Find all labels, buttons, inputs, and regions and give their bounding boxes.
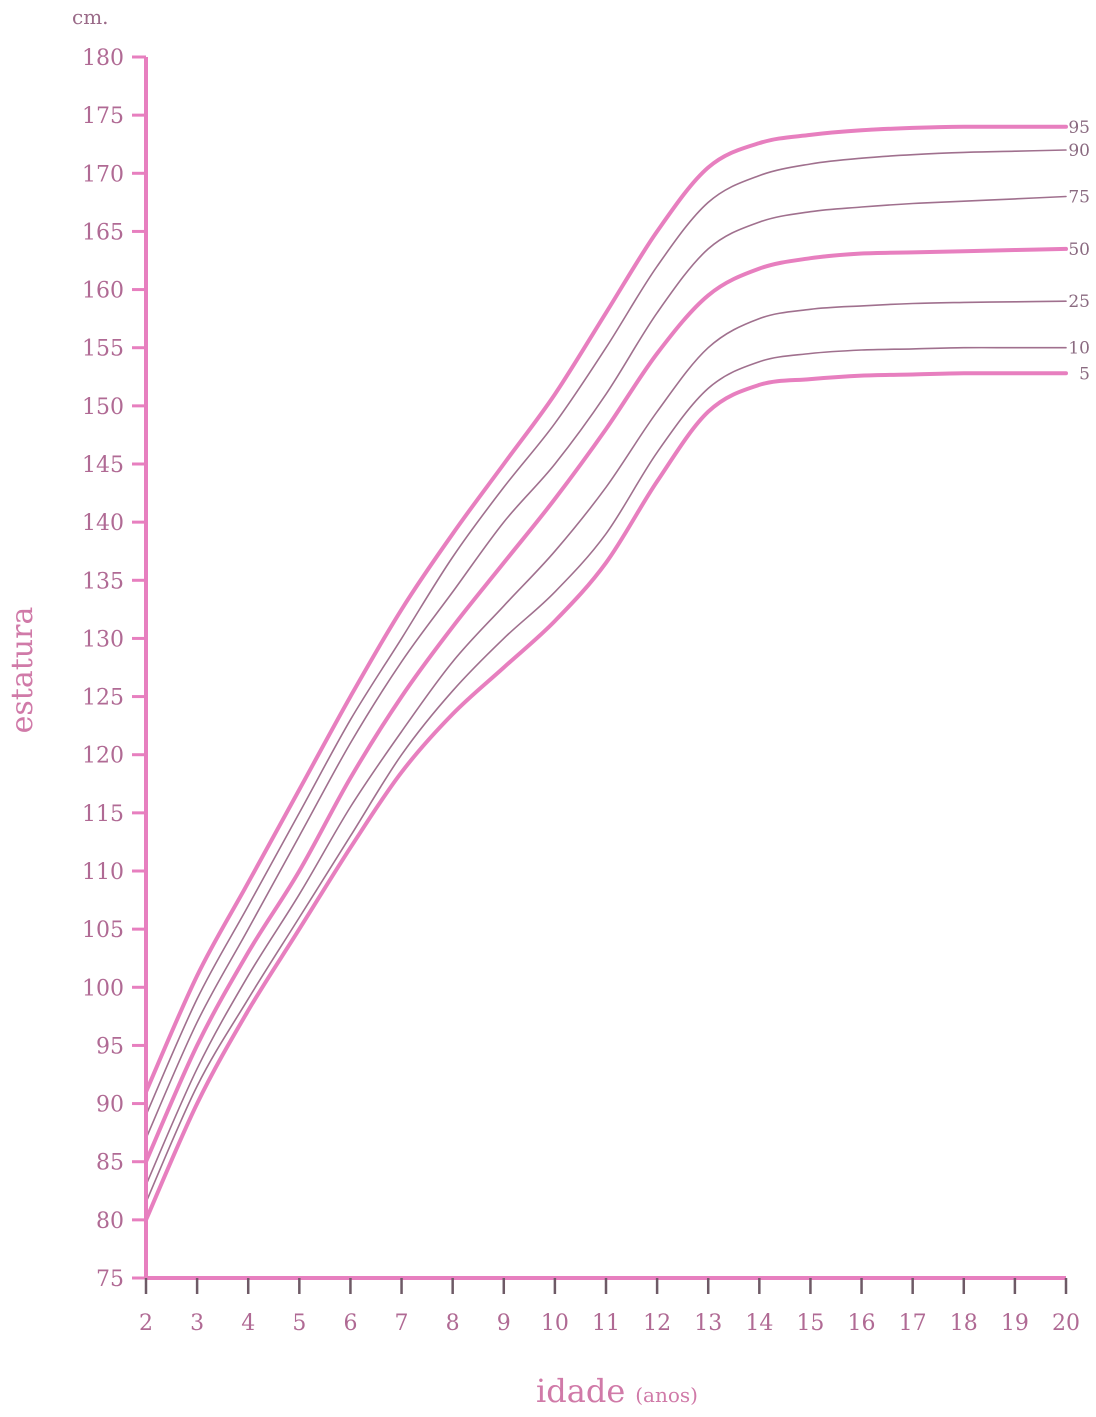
- y-tick-label: 165: [82, 220, 124, 245]
- series-label-5: 5: [1079, 364, 1090, 384]
- y-tick-label: 170: [82, 162, 124, 187]
- x-tick-label: 14: [745, 1311, 773, 1336]
- x-tick-label: 19: [1001, 1311, 1029, 1336]
- y-tick-label: 145: [82, 453, 124, 478]
- series-line-5: [144, 371, 1068, 1222]
- x-tick-label: 7: [395, 1311, 409, 1336]
- y-tick-label: 100: [82, 976, 124, 1001]
- x-axis-unit: (anos): [635, 1383, 698, 1407]
- y-axis-title: estatura: [5, 607, 40, 734]
- series-line-25: [145, 300, 1067, 1186]
- y-tick-label: 85: [96, 1151, 124, 1176]
- y-tick-label: 125: [82, 686, 124, 711]
- series-label-25: 25: [1068, 292, 1090, 312]
- series-line-95: [144, 124, 1068, 1094]
- y-ticks: 75 80 85 90 95 100 105 110 115 120 125 130 135 140 145…: [82, 46, 146, 1292]
- y-tick-label: 180: [82, 46, 124, 71]
- series-label-95: 95: [1068, 118, 1090, 138]
- x-tick-label: 11: [592, 1311, 620, 1336]
- x-tick-label: 9: [497, 1311, 511, 1336]
- series-label-50: 50: [1068, 240, 1090, 260]
- x-tick-label: 6: [343, 1311, 357, 1336]
- y-tick-label: 80: [96, 1209, 124, 1234]
- series-line-10: [145, 346, 1067, 1204]
- series-label-75: 75: [1068, 188, 1090, 208]
- y-tick-label: 105: [82, 918, 124, 943]
- x-axis-title-group: idade (anos): [536, 1372, 698, 1410]
- x-tick-label: 10: [541, 1311, 569, 1336]
- y-tick-label: 150: [82, 395, 124, 420]
- x-tick-label: 5: [292, 1311, 306, 1336]
- y-tick-label: 120: [82, 744, 124, 769]
- y-tick-label: 140: [82, 511, 124, 536]
- y-tick-label: 155: [82, 337, 124, 362]
- y-tick-label: 115: [82, 802, 124, 827]
- x-tick-label: 3: [190, 1311, 204, 1336]
- series-line-50: [144, 246, 1068, 1164]
- series-labels: 95 90 75 50 25 10 5: [1068, 118, 1090, 385]
- series-line-90: [145, 149, 1067, 1116]
- x-ticks: 2 3 4 5 6 7 8 9 10 11 12 13 14 15 16 17 18 19 20: [139, 1278, 1080, 1336]
- x-tick-label: 13: [694, 1311, 722, 1336]
- x-tick-label: 20: [1052, 1311, 1080, 1336]
- x-axis-title: idade: [536, 1372, 625, 1410]
- x-tick-label: 8: [446, 1311, 460, 1336]
- y-tick-label: 175: [82, 104, 124, 129]
- x-tick-label: 2: [139, 1311, 153, 1336]
- y-tick-label: 75: [96, 1267, 124, 1292]
- axes: [144, 57, 1066, 1280]
- x-tick-label: 18: [950, 1311, 978, 1336]
- x-tick-label: 16: [848, 1311, 876, 1336]
- y-tick-label: 90: [96, 1093, 124, 1118]
- y-tick-label: 130: [82, 627, 124, 652]
- y-tick-label: 95: [96, 1034, 124, 1059]
- y-tick-label: 110: [82, 860, 124, 885]
- x-tick-label: 17: [899, 1311, 927, 1336]
- y-unit-label: cm.: [72, 5, 109, 29]
- x-tick-label: 12: [643, 1311, 671, 1336]
- y-tick-label: 135: [82, 569, 124, 594]
- series-lines: [144, 124, 1068, 1222]
- y-tick-label: 160: [82, 279, 124, 304]
- series-line-75: [145, 195, 1067, 1140]
- x-tick-label: 15: [796, 1311, 824, 1336]
- series-label-90: 90: [1068, 141, 1090, 161]
- x-tick-label: 4: [241, 1311, 255, 1336]
- series-label-10: 10: [1068, 339, 1090, 359]
